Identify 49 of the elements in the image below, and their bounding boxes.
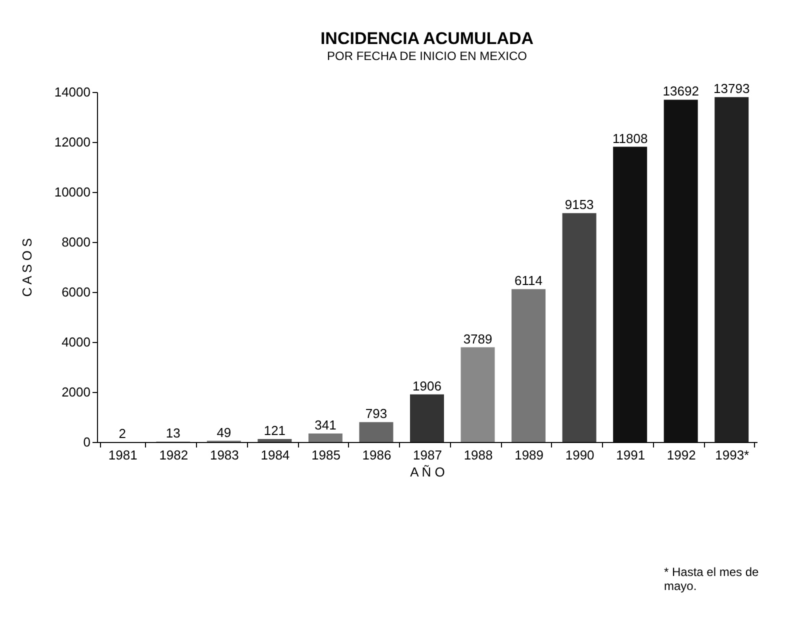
data-label: 793 (365, 406, 388, 422)
data-label: 9153 (564, 197, 594, 212)
data-label: 3789 (463, 331, 492, 346)
x-tick-label: 1985 (312, 448, 340, 462)
bar (460, 347, 495, 442)
bar (308, 433, 342, 442)
data-label: 11808 (612, 130, 648, 146)
x-tick-label: 1986 (362, 448, 392, 462)
bar (512, 289, 546, 442)
bar (410, 394, 444, 442)
x-tick-label: 1982 (159, 448, 188, 462)
data-label: 13 (166, 426, 180, 441)
text: * Hasta el mes de mayo. (664, 565, 760, 593)
data-label: 13692 (662, 84, 699, 99)
data-label: 49 (216, 424, 232, 440)
x-axis-title: A Ñ O (410, 464, 445, 480)
x-tick-label: 1990 (565, 448, 594, 462)
y-tick-label: 6000 (62, 284, 90, 300)
bar (664, 100, 698, 442)
data-label: 341 (314, 417, 336, 432)
data-label: 121 (264, 422, 286, 438)
x-tick-label: 1984 (260, 448, 290, 462)
y-tick-label: 14000 (54, 84, 90, 100)
x-tick-label: 1989 (514, 448, 544, 462)
y-tick-label: 2000 (62, 384, 90, 400)
bar (714, 97, 749, 442)
x-tick-label: 1992 (666, 448, 696, 462)
data-label: 6114 (514, 273, 543, 288)
y-tick-label: 10000 (54, 184, 90, 200)
data-label: 13793 (714, 81, 750, 96)
x-tick-label: 1991 (616, 448, 646, 462)
chart-subtitle: POR FECHA DE INICIO EN MEXICO (326, 49, 528, 64)
y-axis-title: C A S O S (19, 238, 34, 297)
chart-title: INCIDENCIA ACUMULADA (320, 29, 534, 48)
data-label: 1906 (412, 378, 442, 394)
y-tick-label: 0 (83, 434, 90, 450)
x-tick-label: 1981 (108, 448, 138, 462)
bar (258, 438, 292, 442)
y-tick-label: 8000 (62, 234, 90, 250)
bar (562, 213, 596, 442)
y-tick-label: 12000 (54, 134, 90, 150)
bar (613, 146, 648, 442)
y-tick-label: 4000 (62, 334, 90, 350)
x-tick-label: 1983 (210, 448, 239, 462)
bar (359, 422, 394, 442)
data-label: 2 (118, 426, 126, 441)
x-tick-label: 1987 (413, 448, 442, 462)
x-tick-label: 1993* (715, 448, 750, 462)
x-tick-label: 1988 (464, 448, 493, 462)
